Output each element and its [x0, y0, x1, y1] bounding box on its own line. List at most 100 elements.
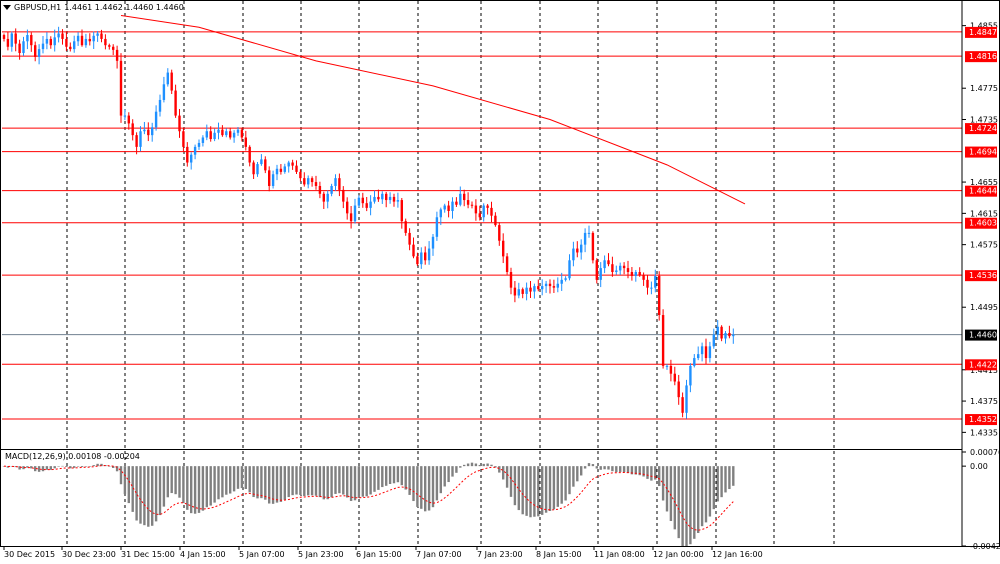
macd-bar-100 [392, 466, 396, 484]
macd-bar-91 [357, 466, 361, 498]
macd-bar-5 [22, 466, 25, 470]
candle-body-11 [45, 38, 49, 44]
macd-bar-55 [217, 466, 220, 500]
macd-bar-68 [268, 466, 271, 504]
macd-bar-107 [420, 466, 423, 509]
macd-bar-32 [127, 466, 130, 504]
macd-bar-126 [494, 466, 497, 468]
candle-body-33 [131, 123, 134, 136]
macd-bar-85 [334, 466, 337, 494]
candle-body-45 [178, 115, 181, 132]
candle-body-42 [166, 72, 169, 85]
macd-bar-34 [135, 466, 138, 521]
candle-body-56 [221, 129, 224, 136]
candle-body-148 [580, 244, 583, 253]
y-tick-label-3: 1.4655 [970, 178, 998, 187]
chart-menu-arrow-icon[interactable] [3, 5, 11, 10]
macd-bar-73 [287, 466, 290, 498]
macd-bar-151 [591, 464, 595, 467]
candle-body-104 [408, 232, 411, 245]
macd-bar-48 [190, 466, 193, 514]
macd-bar-38 [151, 466, 154, 526]
macd-bar-98 [385, 466, 388, 486]
candle-body-110 [431, 236, 435, 249]
candle-body-175 [685, 385, 688, 413]
candle-body-61 [240, 129, 244, 138]
macd-bar-135 [529, 466, 532, 518]
macd-bar-108 [424, 466, 427, 512]
candle-body-115 [451, 201, 454, 212]
candle-body-166 [650, 287, 653, 289]
macd-bar-120 [470, 462, 474, 467]
level-badge-label-3: 1.4694 [969, 148, 997, 157]
candle-body-51 [201, 137, 205, 143]
macd-bar-113 [443, 466, 446, 487]
candle-body-116 [455, 201, 458, 205]
macd-bar-8 [34, 466, 37, 472]
candle-body-24 [96, 33, 99, 36]
macd-bar-51 [201, 466, 205, 511]
candle-body-145 [568, 260, 571, 279]
macd-bar-173 [677, 466, 680, 539]
candle-body-140 [548, 283, 552, 287]
macd-bar-117 [459, 466, 462, 468]
macd-bar-115 [451, 466, 454, 477]
macd-bar-92 [361, 466, 364, 497]
candle-body-80 [314, 182, 318, 186]
macd-bar-104 [408, 466, 411, 495]
macd-bar-121 [474, 463, 478, 467]
macd-bar-23 [92, 465, 95, 467]
macd-panel [2, 462, 735, 546]
macd-bar-16 [65, 466, 68, 467]
candle-body-136 [533, 286, 536, 292]
level-badge-6 [965, 270, 997, 282]
candle-body-35 [139, 131, 142, 147]
macd-bar-7 [30, 466, 33, 469]
macd-bar-149 [583, 466, 587, 469]
macd-bar-6 [26, 466, 29, 468]
macd-bar-119 [466, 463, 470, 467]
candle-body-48 [190, 154, 193, 163]
candle-body-97 [381, 193, 384, 200]
macd-bar-143 [560, 466, 563, 504]
candle-body-155 [607, 260, 610, 265]
y-tick-label-9: 1.4335 [970, 428, 998, 437]
level-badge-3 [965, 146, 997, 158]
candle-body-65 [256, 164, 259, 175]
macd-bar-158 [619, 466, 622, 472]
macd-bar-14 [57, 466, 60, 467]
candle-body-173 [677, 381, 680, 398]
macd-bar-90 [353, 466, 357, 501]
candle-body-153 [599, 268, 602, 280]
level-badge-label-8: 1.4352 [969, 415, 997, 424]
macd-bar-94 [369, 466, 372, 495]
candle-body-1 [6, 38, 10, 47]
level-badge-label-6: 1.4536 [969, 271, 997, 280]
macd-bar-132 [517, 466, 520, 511]
macd-bar-83 [326, 466, 329, 500]
macd-bar-37 [147, 466, 150, 527]
candle-body-183 [716, 326, 719, 335]
moving-average [120, 14, 746, 205]
candle-body-159 [622, 265, 626, 269]
macd-bar-131 [513, 466, 517, 506]
macd-bar-153 [599, 466, 602, 470]
macd-bar-184 [720, 466, 723, 498]
candle-body-89 [349, 213, 353, 222]
x-tick-label-4: 5 Jan 07:00 [239, 550, 285, 559]
candle-body-58 [229, 131, 232, 138]
macd-bar-109 [427, 466, 431, 511]
macd-bar-9 [37, 466, 41, 472]
macd-bar-95 [373, 466, 376, 492]
macd-bar-165 [646, 466, 649, 479]
level-badge-5 [965, 217, 997, 229]
macd-bar-139 [544, 466, 548, 513]
macd-bar-64 [252, 466, 255, 498]
candle-body-125 [490, 207, 493, 216]
macd-bar-18 [73, 466, 76, 468]
candle-body-147 [576, 248, 579, 253]
macd-bar-84 [330, 466, 333, 498]
candle-body-160 [626, 268, 630, 273]
macd-bar-127 [498, 466, 501, 473]
